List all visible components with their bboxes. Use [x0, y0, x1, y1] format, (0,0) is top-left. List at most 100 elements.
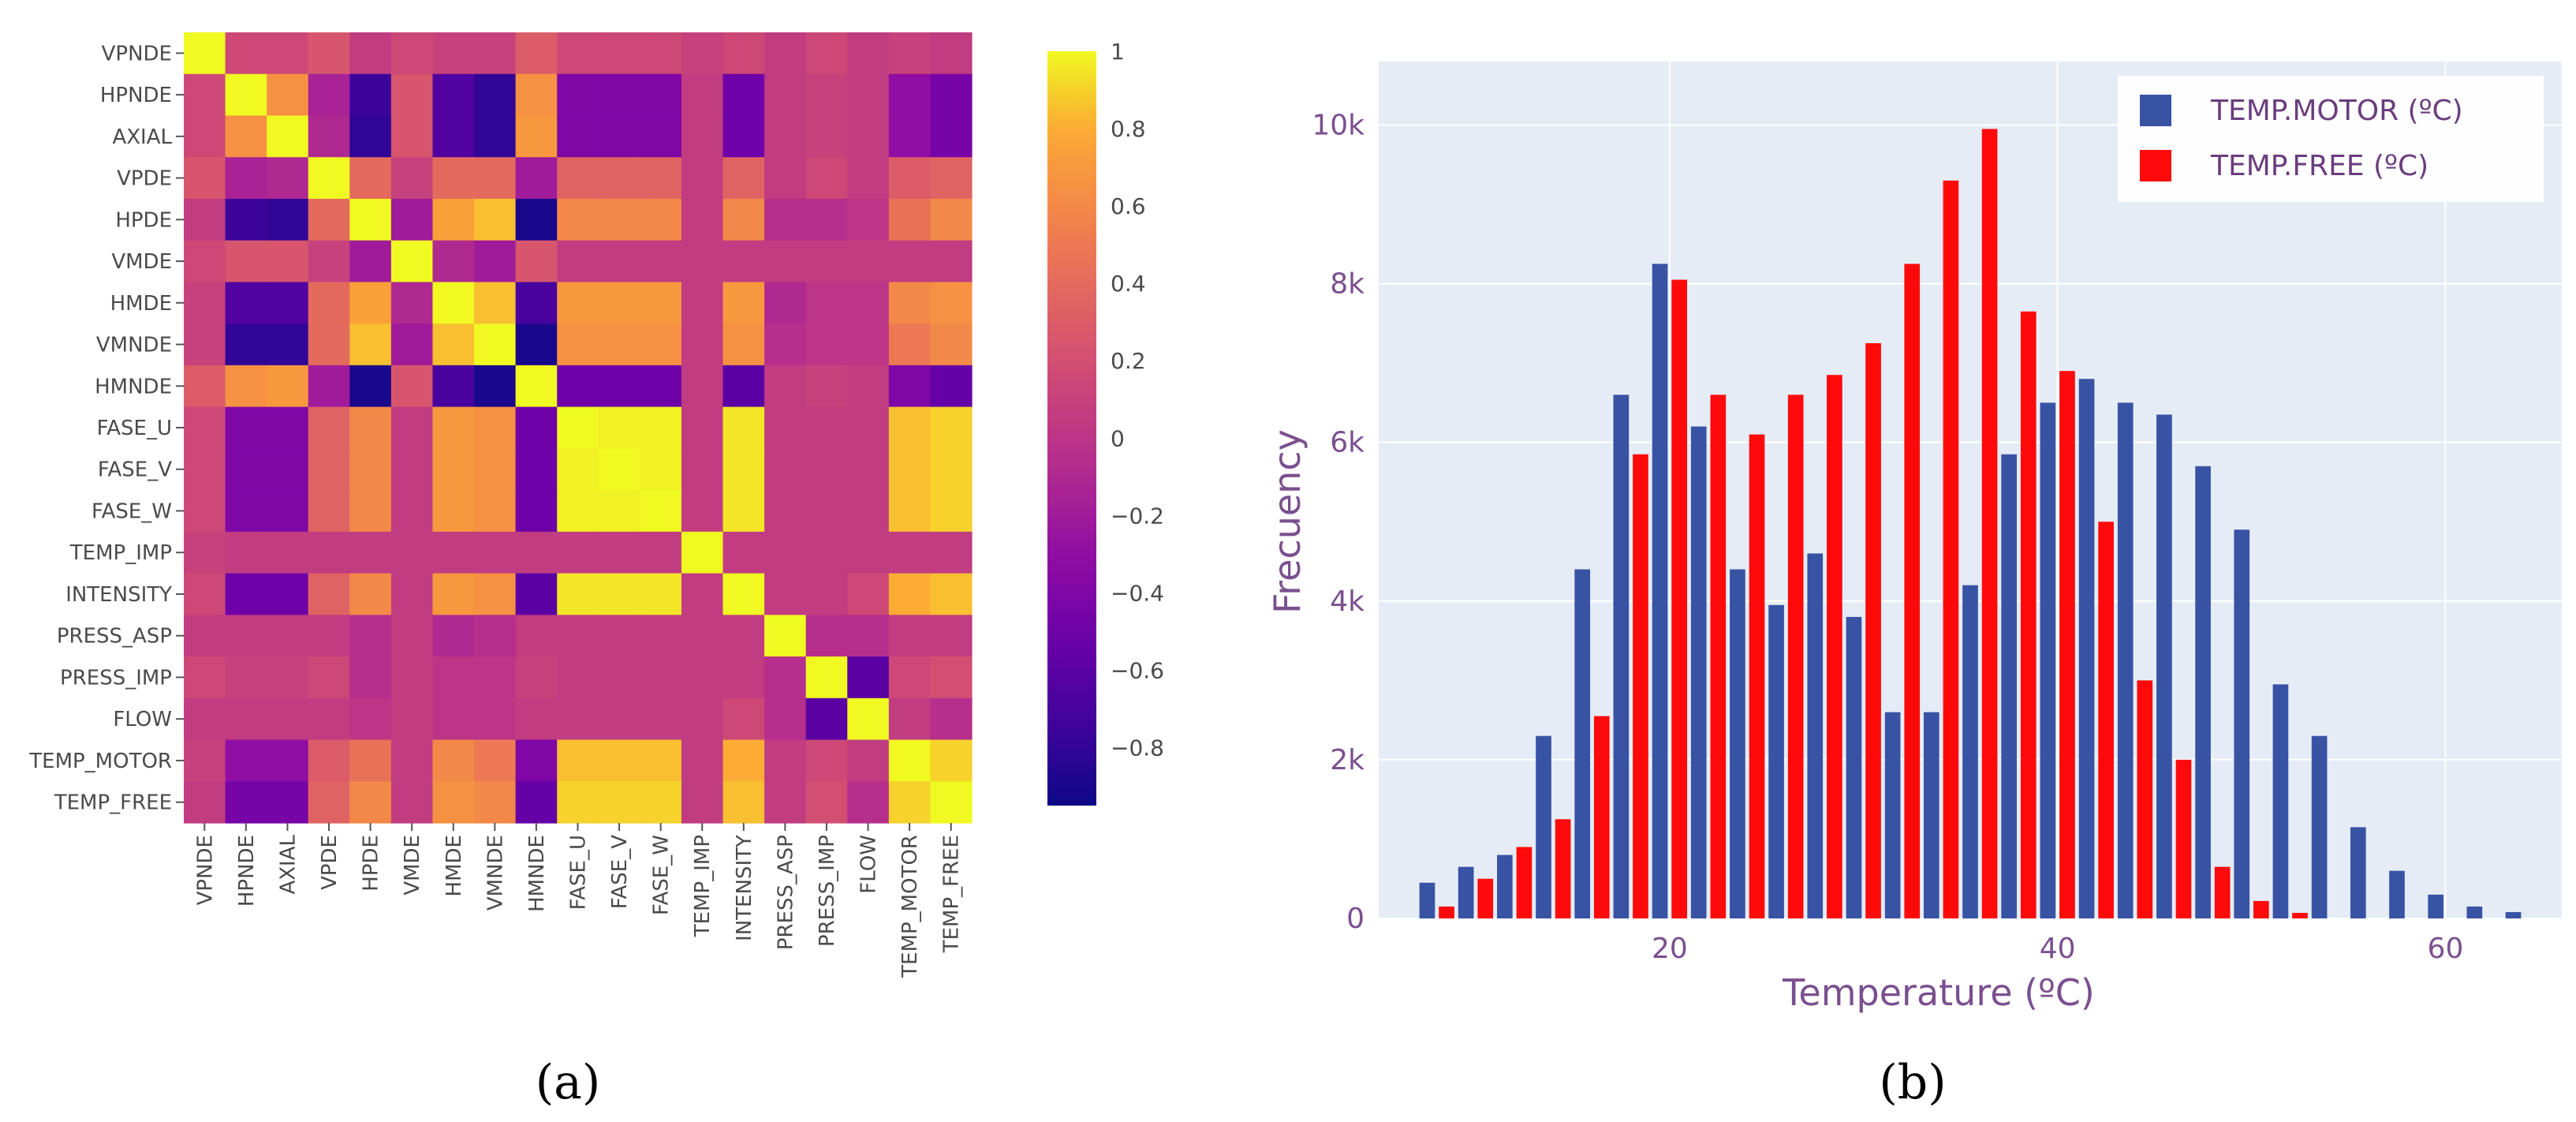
heatmap-y-tick-label: HMNDE: [95, 375, 172, 398]
heatmap-cell: [598, 157, 640, 200]
heatmap-cell: [474, 698, 517, 741]
y-tick-label: 10k: [1312, 109, 1365, 141]
heatmap-x-tick-label: VPDE: [318, 835, 342, 890]
heatmap-cell: [847, 739, 890, 782]
heatmap-cell: [764, 490, 807, 533]
heatmap-cell: [557, 573, 599, 615]
heatmap-cell: [267, 157, 309, 200]
bar-temp-motor: [1652, 264, 1668, 919]
heatmap-cell: [640, 115, 682, 158]
bar-temp-free: [1865, 342, 1881, 918]
heatmap-cell: [888, 115, 931, 158]
heatmap-cell: [764, 615, 807, 657]
heatmap-cell: [390, 198, 434, 241]
heatmap-cell: [598, 448, 640, 491]
heatmap-cell: [557, 198, 599, 241]
heatmap-cell: [722, 240, 765, 283]
temperature-histogram: 0 2k 4k 6k 8k 10k 20 40 60 Temperature (ºC) Frecue…: [1266, 62, 2562, 1014]
heatmap-cell: [390, 739, 434, 782]
bar-temp-free: [1593, 716, 1610, 918]
heatmap-cell: [888, 781, 931, 824]
heatmap-cell: [598, 32, 640, 75]
heatmap-cell: [805, 73, 848, 117]
heatmap-cell: [515, 157, 558, 200]
heatmap-cell: [349, 406, 392, 449]
heatmap-cell: [847, 448, 890, 491]
heatmap-cell: [930, 32, 973, 75]
heatmap-cell: [390, 531, 434, 574]
heatmap-cell: [225, 739, 267, 782]
heatmap-cell: [225, 240, 267, 283]
heatmap-cell: [888, 157, 931, 200]
heatmap-cell: [432, 573, 475, 615]
heatmap-cell: [474, 490, 517, 533]
heatmap-cell: [722, 198, 765, 241]
y-tick-label: 4k: [1330, 585, 1365, 618]
heatmap-cell: [432, 448, 475, 491]
heatmap-cell: [930, 282, 973, 324]
heatmap-cell: [267, 490, 309, 533]
heatmap-cell: [308, 698, 350, 741]
heatmap-cell: [267, 573, 309, 615]
heatmap-cell: [474, 406, 517, 449]
heatmap-cell: [764, 32, 807, 75]
heatmap-cell: [722, 365, 765, 408]
heatmap-cell: [640, 781, 682, 824]
heatmap-cell: [390, 73, 434, 117]
heatmap-cell: [184, 573, 226, 615]
legend-swatch: [2140, 95, 2171, 126]
heatmap-cell: [764, 282, 807, 324]
x-tick-label: 40: [2040, 933, 2076, 965]
bar-temp-motor: [2505, 911, 2522, 918]
heatmap-cell: [390, 324, 434, 366]
heatmap-cell: [267, 656, 309, 699]
heatmap-cell: [349, 490, 392, 533]
heatmap-x-tick-label: FASE_V: [608, 835, 632, 909]
bar-temp-motor: [1497, 855, 1513, 918]
heatmap-cell: [557, 656, 599, 699]
legend: TEMP.MOTOR (ºC) TEMP.FREE (ºC): [2118, 76, 2544, 202]
heatmap-cell: [390, 365, 434, 408]
heatmap-cell: [515, 198, 558, 241]
heatmap-cell: [432, 490, 475, 533]
heatmap-cell: [722, 573, 765, 615]
heatmap-cell: [930, 365, 973, 408]
heatmap-cell: [598, 282, 640, 324]
heatmap-cell: [681, 781, 724, 824]
heatmap-cell: [722, 698, 765, 741]
heatmap-cell: [805, 240, 848, 283]
heatmap-cell: [557, 324, 599, 366]
heatmap-cell: [308, 198, 350, 241]
heatmap-cell: [681, 324, 724, 366]
heatmap-x-tick-label: FASE_U: [567, 835, 591, 910]
heatmap-cell: [308, 282, 350, 324]
bar-temp-motor: [1536, 735, 1551, 918]
heatmap-cell: [184, 73, 226, 117]
heatmap-cell: [722, 531, 765, 574]
heatmap-cell: [515, 32, 558, 75]
heatmap-cell: [598, 531, 640, 574]
heatmap-y-tick-label: VPDE: [117, 167, 172, 191]
heatmap-cell: [184, 282, 226, 324]
heatmap-cell: [432, 324, 475, 366]
bar-temp-free: [2137, 680, 2153, 918]
heatmap-cell: [225, 115, 267, 158]
bar-temp-free: [1477, 878, 1494, 918]
bar-temp-motor: [2078, 379, 2095, 918]
bar-temp-motor: [2311, 735, 2328, 918]
bar-temp-free: [1633, 454, 1648, 918]
heatmap-cell: [805, 531, 848, 574]
heatmap-cell: [598, 365, 640, 408]
heatmap-y-tick-label: PRESS_IMP: [60, 666, 172, 690]
heatmap-cell: [432, 781, 475, 824]
y-tick-label: 6k: [1330, 427, 1365, 459]
heatmap-cell: [888, 573, 931, 615]
heatmap-cell: [888, 490, 931, 533]
heatmap-cell: [515, 573, 558, 615]
heatmap-cell: [432, 157, 475, 200]
heatmap-cell: [847, 73, 890, 117]
heatmap-cell: [888, 406, 931, 449]
heatmap-cell: [557, 615, 599, 657]
heatmap-cell: [225, 698, 267, 741]
heatmap-cell: [267, 282, 309, 324]
